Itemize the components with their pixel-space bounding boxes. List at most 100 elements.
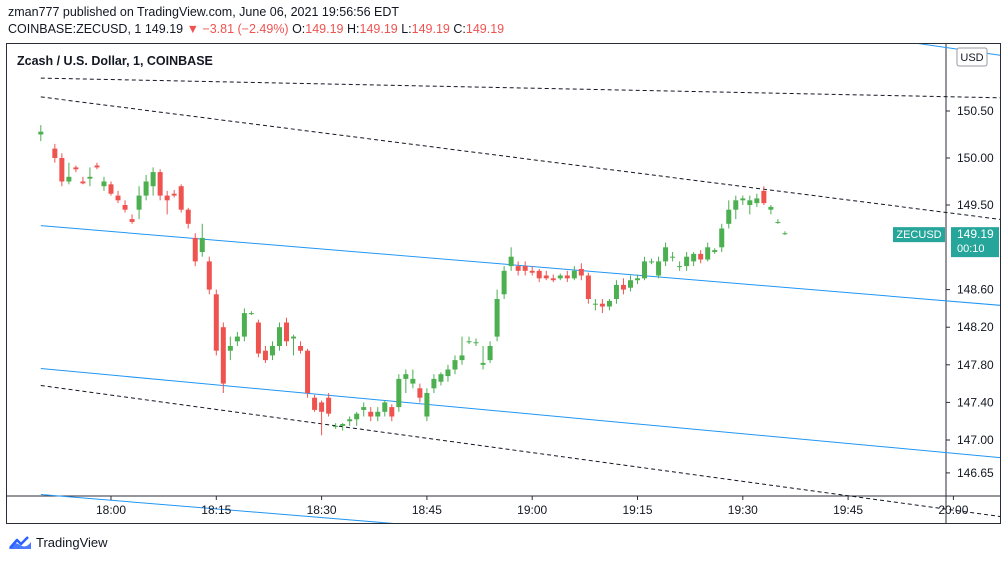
candlestick-chart[interactable]: 150.50 150.00 149.50 148.60 148.20 147.80 147.… <box>7 44 1000 523</box>
candle-body <box>670 256 676 258</box>
trendline-solid[interactable] <box>40 368 1000 467</box>
candle-body <box>361 407 367 410</box>
candle <box>361 402 367 417</box>
x-tick-label: 18:15 <box>201 503 231 517</box>
candle <box>417 383 423 403</box>
candle <box>445 364 451 382</box>
candle-body <box>354 413 360 420</box>
candle <box>101 176 107 191</box>
trendline-solid[interactable] <box>40 494 1000 523</box>
candle-body <box>234 336 240 342</box>
trendline-solid[interactable] <box>897 44 1000 69</box>
candle <box>178 184 184 213</box>
price-change: ▼ −3.81 (−2.49%) <box>186 22 289 36</box>
candle <box>452 355 458 375</box>
candle-body <box>136 195 142 210</box>
candle <box>368 407 374 422</box>
candle <box>255 319 261 358</box>
candle <box>459 336 465 365</box>
candle <box>775 219 781 224</box>
y-tick-label: 147.40 <box>957 395 994 409</box>
candle <box>466 336 472 345</box>
trendline-dashed[interactable] <box>40 384 1000 523</box>
chart-title: Zcash / U.S. Dollar, 1, COINBASE <box>17 54 213 68</box>
x-tick-label: 18:00 <box>96 503 126 517</box>
candle <box>635 274 640 284</box>
candle <box>115 190 121 204</box>
candle <box>199 223 205 257</box>
candle-body <box>255 322 261 354</box>
y-tick-label: 146.65 <box>957 466 994 480</box>
candle <box>698 250 704 264</box>
candle-body <box>515 266 521 271</box>
currency-label[interactable]: USD <box>960 52 983 64</box>
candle-body <box>649 261 655 263</box>
candle <box>291 334 297 356</box>
candle <box>557 273 563 281</box>
candle-body <box>115 195 121 201</box>
candle-body <box>543 275 549 279</box>
candle-body <box>164 195 170 201</box>
candle <box>515 261 521 276</box>
candles <box>38 125 788 436</box>
trendline-dashed[interactable] <box>40 96 1000 231</box>
candle-body <box>642 261 648 279</box>
candle-body <box>585 275 591 299</box>
brand[interactable]: TradingView <box>8 535 108 550</box>
candle-body <box>319 402 325 412</box>
candle-body <box>550 278 556 281</box>
high-value: 149.19 <box>359 22 398 36</box>
candle-body <box>501 270 507 295</box>
candle-body <box>298 346 304 351</box>
candle <box>691 252 697 267</box>
candle-body <box>480 362 486 365</box>
price-axis[interactable]: 150.50 150.00 149.50 148.60 148.20 147.80 147.… <box>946 104 994 480</box>
candle <box>564 270 570 283</box>
trendline-dashed[interactable] <box>40 77 1000 100</box>
trendlines[interactable] <box>40 44 1000 523</box>
price-tags: ZECUSD 149.19 00:10 <box>893 227 999 258</box>
candle-body <box>754 198 760 204</box>
candle-body <box>571 270 577 279</box>
y-tick-label: 150.00 <box>957 151 994 165</box>
x-tick-label: 20:00 <box>938 503 968 517</box>
candle <box>129 214 135 224</box>
publish-info: zman777 published on TradingView.com, Ju… <box>8 5 400 19</box>
candle <box>298 341 304 354</box>
tradingview-logo-icon <box>9 535 31 549</box>
candle <box>642 256 648 281</box>
candle <box>677 261 683 271</box>
symbol-tag <box>893 227 945 243</box>
candle <box>585 272 591 304</box>
candle <box>382 400 388 417</box>
candle-body <box>698 253 704 260</box>
candle-body <box>529 270 535 273</box>
candle <box>606 299 612 311</box>
chart-frame[interactable]: 150.50 150.00 149.50 148.60 148.20 147.80 147.… <box>6 43 1001 524</box>
candle-body <box>705 247 711 260</box>
candle-body <box>326 397 332 414</box>
candle <box>620 278 626 295</box>
candle-body <box>340 424 346 426</box>
candle-body <box>143 181 149 196</box>
candle-body <box>220 327 226 384</box>
candle-body <box>157 172 163 196</box>
candle-body <box>473 342 479 344</box>
candle-body <box>178 186 184 210</box>
candle <box>719 223 725 252</box>
candle <box>543 270 549 281</box>
trendline-solid[interactable] <box>40 225 1000 313</box>
candle-body <box>522 266 528 271</box>
candle-body <box>396 378 402 408</box>
currency-box[interactable] <box>956 47 988 67</box>
candle <box>87 167 93 187</box>
candle <box>66 162 72 185</box>
time-axis[interactable]: 18:00 18:15 18:30 18:45 19:00 19:15 19:30 19:45… <box>96 496 1000 517</box>
candle <box>38 125 44 142</box>
candle-body <box>410 378 416 384</box>
candle-body <box>87 176 93 179</box>
low-label: L: <box>401 22 412 36</box>
high-label: H: <box>347 22 360 36</box>
candle <box>227 336 233 361</box>
candle <box>522 261 528 276</box>
